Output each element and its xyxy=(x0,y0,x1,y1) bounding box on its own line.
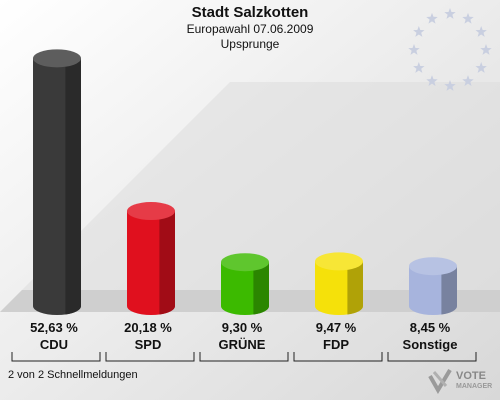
category-bracket-cdu xyxy=(11,352,101,362)
vote-manager-logo-icon xyxy=(428,368,452,394)
bar-sonstige xyxy=(409,257,458,315)
category-bracket-spd xyxy=(105,352,195,362)
category-label-fdp: FDP xyxy=(323,337,349,352)
bar-shade-fdp xyxy=(347,261,364,315)
footer-note: 2 von 2 Schnellmeldungen xyxy=(8,369,138,381)
category-bracket-sonstige xyxy=(387,352,477,362)
bar-top-spd xyxy=(127,202,175,221)
category-bracket-grne xyxy=(199,352,289,362)
chart-subtitle: Europawahl 07.06.2009 xyxy=(186,22,314,36)
category-label-cdu: CDU xyxy=(39,337,69,352)
category-bracket-fdp xyxy=(293,352,383,362)
eu-star-icon xyxy=(475,62,487,73)
eu-star-icon xyxy=(462,75,474,87)
backdrop-shadow xyxy=(0,82,500,312)
bar-shade-grne xyxy=(253,262,270,315)
chart-title: Stadt Salzkotten xyxy=(191,4,309,21)
bar-top-sonstige xyxy=(409,257,457,276)
category-label-spd: SPD xyxy=(134,337,162,352)
logo-subline: MANAGER xyxy=(456,383,493,390)
bar-top-grne xyxy=(221,253,269,272)
eu-stars-icon xyxy=(408,8,492,91)
value-label-cdu: 52,63 % xyxy=(30,320,78,335)
bar-cdu xyxy=(33,49,82,316)
category-label-sonstige: Sonstige xyxy=(402,337,458,352)
eu-star-icon xyxy=(462,12,474,24)
value-label-gruene: 9,30 % xyxy=(221,320,263,335)
bar-top-cdu xyxy=(33,49,81,68)
logo-wordmark: VOTE xyxy=(456,370,486,382)
bar-top-fdp xyxy=(315,252,363,271)
eu-star-icon xyxy=(426,12,438,24)
bar-shade-cdu xyxy=(65,58,82,315)
eu-star-icon xyxy=(413,26,425,37)
eu-star-icon xyxy=(413,62,425,73)
bar-grne xyxy=(221,253,270,315)
eu-star-icon xyxy=(480,44,492,55)
eu-star-icon xyxy=(444,80,456,91)
bar-fdp xyxy=(315,252,364,315)
bar-spd xyxy=(127,202,176,315)
value-label-fdp: 9,47 % xyxy=(315,320,357,335)
bar-shade-spd xyxy=(159,211,176,315)
eu-star-icon xyxy=(408,44,420,55)
eu-star-icon xyxy=(444,8,456,19)
value-label-spd: 20,18 % xyxy=(124,320,172,335)
value-label-sonstige: 8,45 % xyxy=(409,320,451,335)
chart-subtitle-district: Upsprunge xyxy=(220,37,280,51)
eu-star-icon xyxy=(475,26,487,37)
eu-star-icon xyxy=(426,75,438,87)
bar-shade-sonstige xyxy=(441,266,458,315)
category-label-gruene: GRÜNE xyxy=(218,337,266,352)
